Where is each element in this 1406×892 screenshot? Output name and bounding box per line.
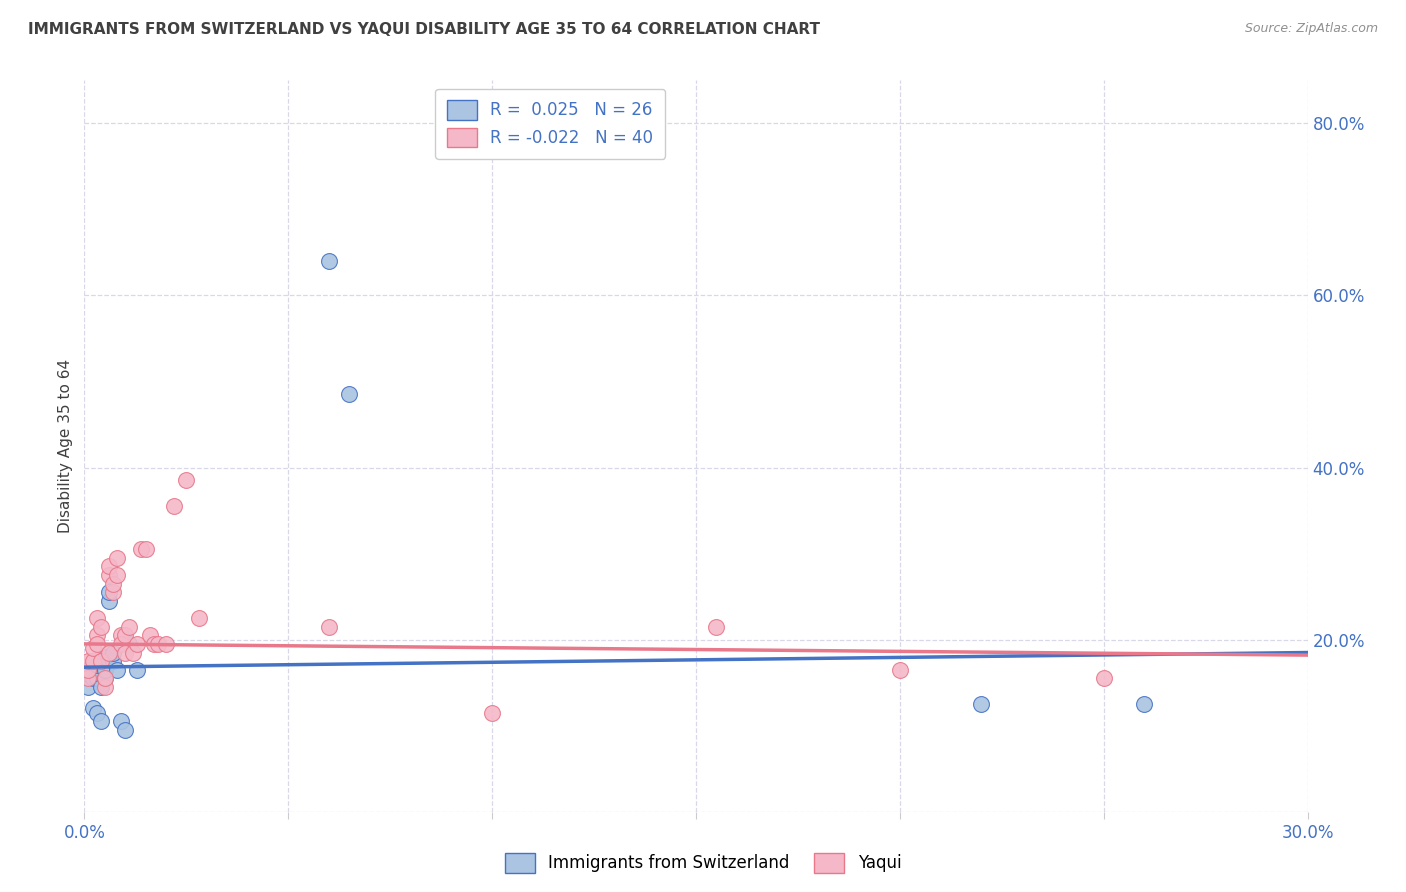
Legend: Immigrants from Switzerland, Yaqui: Immigrants from Switzerland, Yaqui	[498, 847, 908, 880]
Point	[105, 550, 128, 565]
Point	[93, 680, 115, 694]
Point	[86, 671, 108, 685]
Point	[110, 628, 132, 642]
Point	[105, 568, 128, 582]
Point	[77, 663, 100, 677]
Point	[82, 701, 104, 715]
Point	[706, 620, 728, 634]
Point	[97, 559, 120, 574]
Point	[90, 680, 112, 694]
Point	[889, 663, 911, 677]
Point	[93, 649, 115, 664]
Point	[97, 585, 120, 599]
Point	[135, 542, 157, 557]
Point	[155, 637, 177, 651]
Point	[86, 611, 108, 625]
Point	[93, 663, 115, 677]
Point	[82, 641, 104, 656]
Point	[77, 654, 100, 668]
Text: IMMIGRANTS FROM SWITZERLAND VS YAQUI DISABILITY AGE 35 TO 64 CORRELATION CHART: IMMIGRANTS FROM SWITZERLAND VS YAQUI DIS…	[28, 22, 820, 37]
Point	[82, 671, 104, 685]
Point	[86, 706, 108, 720]
Point	[97, 568, 120, 582]
Point	[77, 671, 100, 685]
Point	[93, 671, 115, 685]
Point	[114, 628, 136, 642]
Point	[97, 646, 120, 660]
Point	[101, 654, 124, 668]
Point	[82, 654, 104, 668]
Point	[131, 542, 153, 557]
Point	[86, 637, 108, 651]
Point	[138, 628, 160, 642]
Point	[90, 620, 112, 634]
Point	[101, 585, 124, 599]
Point	[101, 646, 124, 660]
Legend: R =  0.025   N = 26, R = -0.022   N = 40: R = 0.025 N = 26, R = -0.022 N = 40	[436, 88, 665, 159]
Point	[110, 637, 132, 651]
Point	[93, 671, 115, 685]
Point	[146, 637, 169, 651]
Point	[82, 663, 104, 677]
Point	[86, 658, 108, 673]
Point	[105, 663, 128, 677]
Point	[970, 697, 993, 711]
Point	[77, 680, 100, 694]
Point	[318, 620, 340, 634]
Point	[86, 628, 108, 642]
Point	[163, 500, 186, 514]
Point	[77, 667, 100, 681]
Point	[174, 474, 197, 488]
Point	[187, 611, 209, 625]
Point	[318, 254, 340, 268]
Point	[127, 663, 149, 677]
Point	[1092, 671, 1115, 685]
Point	[1133, 697, 1156, 711]
Point	[118, 620, 141, 634]
Point	[110, 714, 132, 729]
Text: Source: ZipAtlas.com: Source: ZipAtlas.com	[1244, 22, 1378, 36]
Point	[101, 576, 124, 591]
Point	[90, 714, 112, 729]
Point	[127, 637, 149, 651]
Point	[339, 387, 361, 401]
Point	[142, 637, 165, 651]
Point	[114, 723, 136, 737]
Point	[118, 637, 141, 651]
Point	[97, 594, 120, 608]
Y-axis label: Disability Age 35 to 64: Disability Age 35 to 64	[58, 359, 73, 533]
Point	[481, 706, 503, 720]
Point	[90, 654, 112, 668]
Point	[122, 646, 145, 660]
Point	[114, 646, 136, 660]
